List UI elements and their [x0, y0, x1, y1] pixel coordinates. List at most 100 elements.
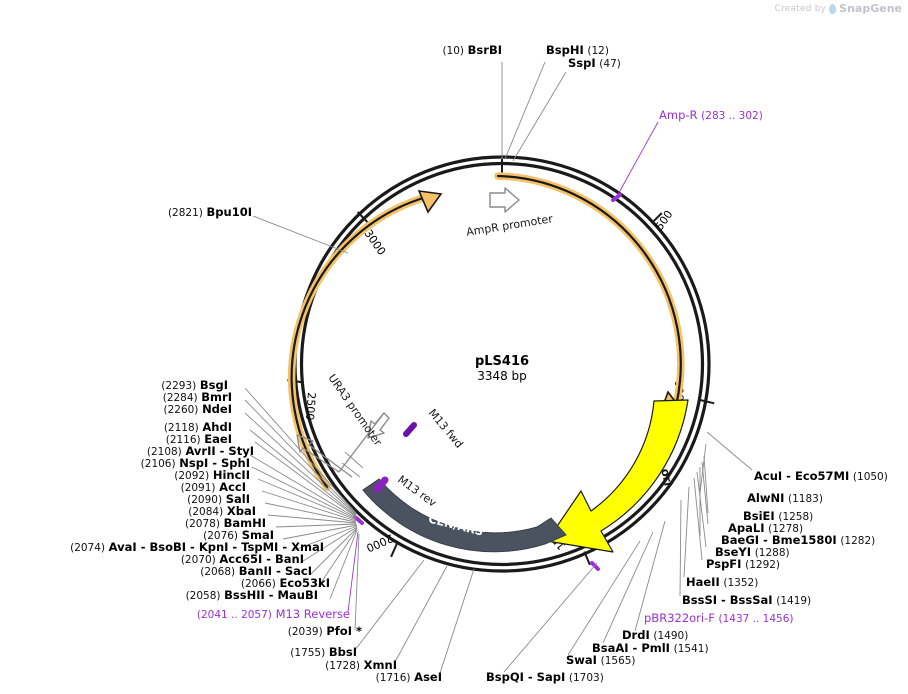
site-name: AccI: [219, 480, 246, 494]
site-label-drdi[interactable]: DrdI (1490): [622, 628, 688, 642]
site-name: Bpu10I: [206, 205, 252, 219]
primer-inner-labels: M13 fwd M13 rev: [395, 407, 465, 510]
site-label-bsphi[interactable]: BspHI (12): [546, 43, 609, 57]
site-name: AcuI - Eco57MI: [754, 469, 850, 483]
tick-label-500: 500: [653, 208, 676, 233]
primer-marks: [353, 193, 622, 571]
site-label-acci[interactable]: (2091) AccI: [28, 480, 246, 494]
site-name: AvrII - StyI: [185, 444, 254, 458]
feature-label-ura3-promoter: URA3 promoter: [325, 372, 384, 449]
site-name: NdeI: [202, 402, 232, 416]
site-label-xbai[interactable]: (2084) XbaI: [28, 504, 256, 518]
site-position: (1490): [653, 630, 689, 642]
site-name: SalI: [225, 492, 250, 506]
site-label-eco53ki[interactable]: (2066) Eco53kI: [28, 576, 330, 590]
site-label-bsiei[interactable]: BsiEI (1258): [743, 509, 813, 523]
primer-label-m13-reverse[interactable]: (2041 .. 2057) M13 Reverse: [160, 607, 350, 621]
site-position: (2116): [165, 434, 201, 446]
site-name: AlwNI: [747, 491, 785, 505]
site-position: (2076): [203, 530, 239, 542]
site-name: BseYI: [715, 545, 752, 559]
site-position: (1716): [375, 672, 411, 684]
site-label-xmni[interactable]: (1728) XmnI: [255, 658, 397, 672]
site-label-bmri[interactable]: (2284) BmrI: [28, 390, 232, 404]
site-label-eaei[interactable]: (2116) EaeI: [28, 432, 232, 446]
site-position: (2074): [70, 542, 106, 554]
site-position: (2092): [174, 470, 210, 482]
site-label-apali[interactable]: ApaLI (1278): [728, 521, 803, 535]
site-position: (1541): [673, 643, 709, 655]
site-name: Eco53kI: [279, 576, 330, 590]
watermark-brand: SnapGene: [839, 2, 902, 15]
site-label-alwni[interactable]: AlwNI (1183): [747, 491, 823, 505]
site-label-pfoi[interactable]: (2039) PfoI *: [210, 624, 362, 638]
primer-label-m13-fwd: M13 fwd: [426, 407, 466, 451]
site-name: DrdI: [622, 628, 650, 642]
site-label-smai[interactable]: (2076) SmaI: [28, 528, 274, 542]
site-position: (1755): [290, 647, 326, 659]
site-position: (2068): [200, 566, 236, 578]
site-name: BspHI: [546, 43, 584, 57]
site-label-nspi-sphi[interactable]: (2106) NspI - SphI: [28, 456, 250, 470]
site-name: Acc65I - BanI: [219, 552, 304, 566]
site-label-avai-bsobi-kpni-tspmi-xmai[interactable]: (2074) AvaI - BsoBI - KpnI - TspMI - Xma…: [8, 540, 324, 554]
site-label-asei[interactable]: (1716) AseI: [300, 670, 442, 684]
site-position: (1728): [325, 660, 361, 672]
site-label-acui-eco57mi[interactable]: AcuI - Eco57MI (1050): [754, 469, 888, 483]
site-name: BamHI: [223, 516, 266, 530]
site-label-bsshii-maubi[interactable]: (2058) BssHII - MauBI: [28, 588, 318, 602]
tick-label-2000: 2000: [364, 531, 395, 554]
site-position: (1050): [852, 471, 888, 483]
site-label-bsaai-pmli[interactable]: BsaAI - PmlI (1541): [592, 641, 709, 655]
site-label-haeii[interactable]: HaeII (1352): [686, 575, 758, 589]
site-label-sspi[interactable]: SspI (47): [568, 56, 621, 70]
primer-label-amp-r[interactable]: Amp-R (283 .. 302): [659, 108, 763, 122]
site-label-pspfi[interactable]: PspFI (1292): [706, 557, 780, 571]
site-name: BaeGI - Bme1580I: [721, 533, 837, 547]
site-position: (1282): [840, 535, 876, 547]
primer-label-pbr322ori-f[interactable]: pBR322ori-F (1437 .. 1456): [644, 611, 794, 625]
site-label-ndei[interactable]: (2260) NdeI: [28, 402, 232, 416]
site-name: BsrBI: [467, 43, 502, 57]
site-label-sali[interactable]: (2090) SalI: [28, 492, 250, 506]
site-label-bsssi-bsssai[interactable]: BssSI - BssSaI (1419): [682, 593, 811, 607]
watermark-prefix: Created by: [774, 3, 827, 14]
site-label-bsrbi[interactable]: (10) BsrBI: [365, 43, 502, 57]
site-label-bspqi-sapi[interactable]: BspQI - SapI (1703): [486, 670, 604, 684]
site-position: (1258): [778, 511, 814, 523]
site-label-banii-saci[interactable]: (2068) BanII - SacI: [28, 564, 312, 578]
primer-position: (2041 .. 2057): [196, 609, 272, 621]
site-position: (2078): [185, 518, 220, 530]
site-position: (1565): [600, 655, 636, 667]
site-name: BmrI: [201, 390, 232, 404]
site-name: BssHII - MauBI: [224, 588, 318, 602]
site-name: XbaI: [226, 504, 256, 518]
site-name: HaeII: [686, 575, 720, 589]
site-label-swai[interactable]: SwaI (1565): [566, 653, 636, 667]
site-position: (2091): [180, 482, 216, 494]
site-label-baegi-bme1580i[interactable]: BaeGI - Bme1580I (1282): [721, 533, 875, 547]
primer-name: M13 Reverse: [275, 607, 350, 621]
site-label-ahdi[interactable]: (2118) AhdI: [28, 420, 232, 434]
site-label-hincii[interactable]: (2092) HincII: [28, 468, 250, 482]
site-label-bpu10i[interactable]: (2821) Bpu10I: [100, 205, 252, 219]
primer-name: pBR322ori-F: [644, 611, 715, 625]
site-position: (2106): [140, 458, 176, 470]
site-label-bbsi[interactable]: (1755) BbsI: [215, 645, 357, 659]
feature-ori: ori: [546, 399, 689, 553]
site-position: (2821): [167, 207, 203, 219]
site-label-bsgi[interactable]: (2293) BsgI: [28, 378, 228, 392]
site-label-bseyi[interactable]: BseYI (1288): [715, 545, 790, 559]
site-label-avrii-styi[interactable]: (2108) AvrII - StyI: [28, 444, 254, 458]
site-label-bamhi[interactable]: (2078) BamHI: [28, 516, 266, 530]
site-position: (1292): [745, 559, 781, 571]
site-position: (1352): [723, 577, 759, 589]
primer-position: (1437 .. 1456): [718, 613, 794, 625]
site-position: (2066): [240, 578, 276, 590]
site-position: (2058): [185, 590, 221, 602]
site-position: (2293): [161, 380, 197, 392]
site-position: (10): [442, 45, 465, 57]
site-label-acc65i-bani[interactable]: (2070) Acc65I - BanI: [28, 552, 304, 566]
site-position: (2260): [163, 404, 199, 416]
site-position: (2284): [162, 392, 198, 404]
